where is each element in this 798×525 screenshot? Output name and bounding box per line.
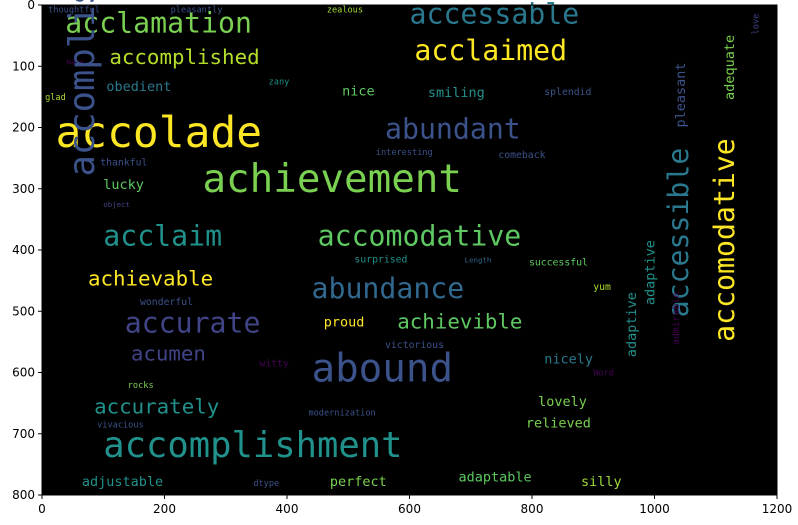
word-36: adaptive [643, 240, 659, 305]
word-40: achievible [397, 309, 522, 333]
word-52: modernization [308, 408, 375, 418]
word-53: relieved [526, 416, 591, 432]
word-48: rocks [128, 381, 154, 391]
y-tick-label-4: 400 [12, 243, 35, 257]
plot-frame [41, 4, 778, 496]
word-60: silly [581, 474, 622, 490]
x-tick-label-5: 1000 [639, 502, 670, 516]
word-29: accomodative [318, 220, 522, 253]
word-27: object [103, 200, 130, 209]
word-24: achievement [202, 157, 462, 202]
word-31: Length [465, 255, 492, 264]
word-42: victorious [385, 340, 444, 351]
word-26: lucky [103, 177, 144, 193]
word-22: comeback [498, 150, 545, 161]
word-35: yum [593, 282, 611, 293]
word-3: acclamation [65, 7, 252, 40]
word-59: adaptable [459, 470, 532, 486]
plot-background [42, 5, 777, 495]
y-axis-ticks: 0 100 200 300 400 500 600 700 800 [12, 0, 42, 502]
word-38: accurate [125, 307, 261, 340]
word-19: abundant [385, 113, 521, 146]
x-tick-label-6: 1200 [762, 502, 793, 516]
y-tick-label-3: 300 [12, 182, 35, 196]
word-8: accomplished [109, 45, 259, 69]
x-tick-label-0: 0 [38, 502, 46, 516]
y-tick-label-1: 100 [12, 59, 35, 73]
word-49: accurately [94, 395, 219, 419]
x-tick-label-3: 600 [398, 502, 421, 516]
word-47: Word [593, 369, 614, 379]
word-0: thoughtful [48, 5, 100, 15]
word-43: nicely [544, 351, 593, 367]
word-44: witty [259, 358, 289, 369]
x-tick-label-4: 800 [521, 502, 544, 516]
y-tick-label-7: 700 [12, 427, 35, 441]
x-tick-label-1: 200 [153, 502, 176, 516]
word-9: acclaimed [414, 34, 567, 67]
y-tick-label-6: 600 [12, 366, 35, 380]
word-10: zany [269, 78, 290, 88]
word-37: wonderful [140, 297, 193, 308]
word-14: splendid [544, 87, 591, 98]
word-15: glad [45, 93, 66, 103]
word-30: surprised [354, 254, 407, 265]
word-7: Name [67, 57, 85, 66]
y-tick-label-8: 800 [12, 488, 35, 502]
word-13: smiling [428, 85, 485, 101]
word-20: accessible [662, 148, 695, 318]
word-23: thankful [100, 157, 147, 168]
word-17: accomodative [708, 138, 741, 342]
x-axis-ticks: 0 200 400 600 800 1000 1200 [38, 495, 792, 516]
word-2: zealous [327, 5, 363, 15]
word-28: acclaim [103, 220, 222, 253]
word-18: accolade [55, 108, 262, 158]
y-tick-label-2: 200 [12, 121, 35, 135]
word-57: dtype [253, 479, 279, 489]
word-55: accomplishment [103, 425, 402, 466]
word-1: pleasantly [171, 5, 223, 15]
word-51: adaptive [624, 292, 640, 357]
word-33: achievable [88, 267, 213, 291]
y-tick-label-5: 500 [12, 304, 35, 318]
word-21: interesting [376, 148, 433, 158]
word-6: adequate [722, 35, 738, 100]
word-5: love [752, 14, 762, 35]
x-tick-label-2: 400 [276, 502, 299, 516]
word-32: successful [529, 257, 588, 268]
word-56: adjustable [82, 474, 163, 490]
y-tick-label-0: 0 [27, 0, 35, 12]
word-54: vivacious [97, 421, 144, 431]
word-41: acumen [131, 341, 206, 365]
word-50: lovely [538, 394, 587, 410]
word-45: abound [312, 347, 454, 392]
word-16: pleasant [673, 62, 689, 127]
word-25: accomplish [62, 0, 103, 177]
word-11: obedient [106, 79, 171, 95]
word-34: abundance [312, 272, 465, 305]
word-39: proud [324, 315, 365, 331]
word-12: nice [342, 84, 375, 100]
word-46: admirable [671, 292, 682, 345]
word-58: perfect [330, 474, 387, 490]
